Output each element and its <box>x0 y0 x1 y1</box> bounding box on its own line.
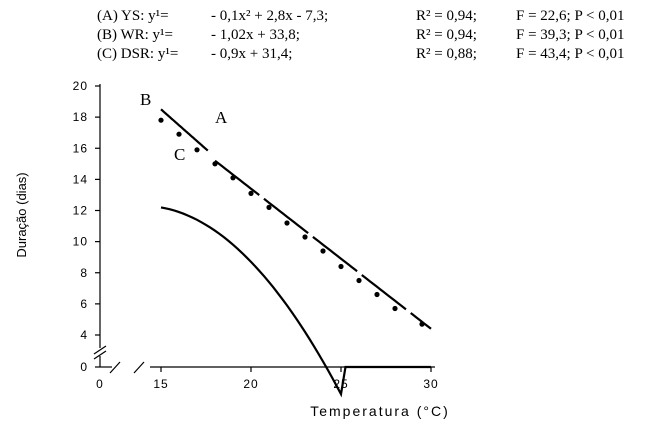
curve-label-b: B <box>140 90 151 109</box>
x-axis-break-mark <box>109 361 121 374</box>
series-c-line <box>214 159 432 330</box>
legend-label: (A) YS: y¹= <box>97 8 169 24</box>
legend-r2: R² = 0,88; <box>416 46 477 62</box>
legend-r2: R² = 0,94; <box>416 8 477 24</box>
y-axis-break-mark <box>93 345 107 355</box>
y-tick-label: 18 <box>73 110 88 124</box>
data-point <box>320 248 326 254</box>
y-tick-label: 0 <box>80 360 88 374</box>
data-point <box>158 117 164 123</box>
data-point <box>284 220 290 226</box>
legend-label: (C) DSR: y¹= <box>97 46 178 62</box>
legend-equation: - 0,9x + 31,4; <box>211 46 292 62</box>
x-tick-label: 0 <box>96 377 104 391</box>
y-axis-label: Duração (dias) <box>14 172 29 257</box>
data-point <box>212 161 218 167</box>
y-tick-label: 12 <box>73 204 88 218</box>
x-tick-label: 15 <box>153 377 168 391</box>
data-point <box>266 204 272 210</box>
data-point <box>302 234 308 240</box>
data-point <box>374 291 380 298</box>
curve-label-c: C <box>174 145 185 164</box>
y-tick-label: 8 <box>80 266 88 280</box>
legend-equation: - 1,02x + 33,8; <box>211 27 300 43</box>
data-point <box>176 131 182 137</box>
data-point <box>230 175 236 181</box>
series-a-line <box>160 206 431 398</box>
legend-stats: F = 39,3; P < 0,01 <box>516 27 624 43</box>
data-point <box>338 263 344 270</box>
y-tick-label: 6 <box>80 297 88 311</box>
y-tick-label: 16 <box>73 141 88 155</box>
data-point <box>194 147 200 153</box>
series-b-line <box>160 108 209 152</box>
data-point <box>419 321 425 327</box>
x-tick-label: 30 <box>423 377 438 391</box>
legend-r2: R² = 0,94; <box>416 27 477 43</box>
data-point <box>392 305 398 312</box>
curve-label-a: A <box>215 108 228 127</box>
legend-stats: F = 22,6; P < 0,01 <box>516 8 624 24</box>
data-point <box>356 277 362 284</box>
legend-equation: - 0,1x² + 2,8x - 7,3; <box>211 8 328 24</box>
y-axis-break-mark <box>93 350 107 360</box>
y-tick-label: 14 <box>73 172 88 186</box>
data-point <box>248 190 254 196</box>
y-tick-label: 4 <box>80 328 88 342</box>
x-tick-label: 20 <box>243 377 258 391</box>
y-tick-label: 10 <box>73 235 88 249</box>
legend-stats: F = 43,4; P < 0,01 <box>516 46 624 62</box>
x-axis-break-mark <box>133 361 145 374</box>
x-axis-label: Temperatura (°C) <box>310 403 450 419</box>
legend-label: (B) WR: y¹= <box>97 27 173 43</box>
y-tick-label: 20 <box>73 79 88 93</box>
